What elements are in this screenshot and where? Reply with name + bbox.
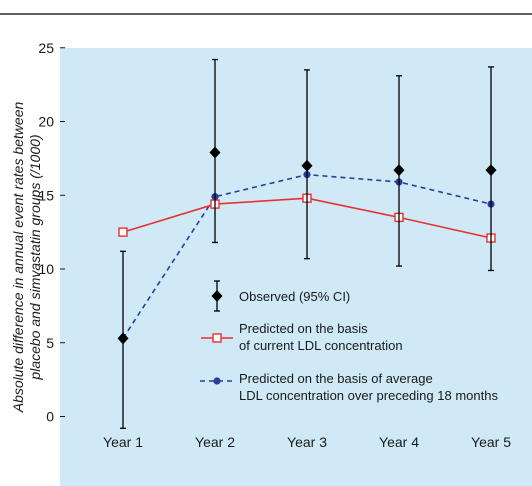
y-tick-label-0: 0 xyxy=(46,409,54,425)
observed-point-5 xyxy=(485,164,497,177)
legend-average-ldl-label-line-1: Predicted on the basis of average xyxy=(239,371,433,386)
y-tick-label-25: 25 xyxy=(38,40,54,56)
legend-observed-label: Observed (95% CI) xyxy=(239,289,350,304)
x-tick-label-3: Year 3 xyxy=(287,434,327,450)
legend-average-ldl-marker xyxy=(213,377,221,385)
x-axis-ticks: Year 1 Year 2 Year 3 Year 4 Year 5 xyxy=(103,434,511,450)
legend-current-ldl-marker xyxy=(212,333,222,343)
legend-current-ldl-label-line-1: Predicted on the basis xyxy=(239,321,368,336)
x-tick-label-1: Year 1 xyxy=(103,434,143,450)
x-tick-label-4: Year 4 xyxy=(379,434,419,450)
y-tick-label-10: 10 xyxy=(38,261,54,277)
observed-point-2 xyxy=(209,146,221,159)
y-tick-label-20: 20 xyxy=(38,114,54,130)
y-tick-label--5: -5 xyxy=(42,482,55,486)
x-tick-label-2: Year 2 xyxy=(195,434,235,450)
observed-point-4 xyxy=(393,164,405,177)
legend: Observed (95% CI) Predicted on the basis… xyxy=(200,280,498,403)
legend-current-ldl-label-line-2: of current LDL concentration xyxy=(239,338,403,353)
observed-point-1 xyxy=(117,332,129,345)
legend-average-ldl-label-line-2: LDL concentration over preceding 18 mont… xyxy=(239,388,498,403)
y-tick-label-15: 15 xyxy=(38,187,54,203)
plot-background xyxy=(60,48,532,486)
x-tick-label-5: Year 5 xyxy=(471,434,511,450)
y-axis-ticks: -5 0 5 10 15 20 25 xyxy=(38,40,65,486)
series-observed xyxy=(117,58,497,429)
current-ldl-point-1 xyxy=(118,227,128,237)
y-axis-label-line-1: Absolute difference in annual event rate… xyxy=(10,102,26,414)
y-axis-label-line-2: placebo and simvastatin groups (/1000) xyxy=(27,134,43,380)
legend-observed-marker xyxy=(211,290,223,302)
y-tick-label-5: 5 xyxy=(46,335,54,351)
observed-point-3 xyxy=(301,159,313,172)
